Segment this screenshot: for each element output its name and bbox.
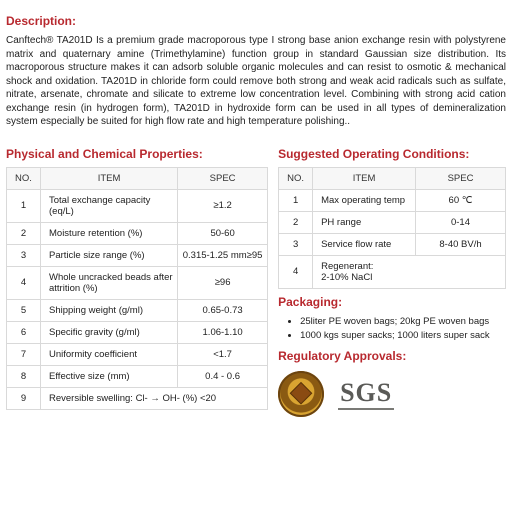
cell-no: 2 bbox=[7, 222, 41, 244]
left-column: Physical and Chemical Properties: NO. IT… bbox=[6, 141, 268, 418]
cell-spec: ≥1.2 bbox=[178, 189, 268, 222]
table-row: 1Max operating temp60 ℃ bbox=[279, 189, 506, 211]
cell-spec: 0-14 bbox=[416, 211, 506, 233]
table-row: 1Total exchange capacity (eq/L)≥1.2 bbox=[7, 189, 268, 222]
cell-spec: 0.4 - 0.6 bbox=[178, 365, 268, 387]
cell-item: Whole uncracked beads after attrition (%… bbox=[41, 266, 178, 299]
cell-no: 5 bbox=[7, 299, 41, 321]
regulatory-title: Regulatory Approvals: bbox=[278, 349, 506, 363]
cond-table: NO. ITEM SPEC 1Max operating temp60 ℃2PH… bbox=[278, 167, 506, 289]
props-table: NO. ITEM SPEC 1Total exchange capacity (… bbox=[6, 167, 268, 410]
cell-no: 7 bbox=[7, 343, 41, 365]
table-row: 2PH range0-14 bbox=[279, 211, 506, 233]
table-row: 7Uniformity coefficient<1.7 bbox=[7, 343, 268, 365]
cell-item: Max operating temp bbox=[313, 189, 416, 211]
packaging-list: 25liter PE woven bags; 20kg PE woven bag… bbox=[278, 315, 506, 344]
props-title: Physical and Chemical Properties: bbox=[6, 147, 268, 161]
table-row: 4Regenerant:2-10% NaCl bbox=[279, 255, 506, 288]
sgs-logo: SGS bbox=[338, 378, 394, 410]
cell-no: 2 bbox=[279, 211, 313, 233]
description-section: Description: Canftech® TA201D Is a premi… bbox=[6, 14, 506, 129]
table-row: 6Specific gravity (g/ml)1.06-1.10 bbox=[7, 321, 268, 343]
cell-no: 4 bbox=[7, 266, 41, 299]
cell-spec: 0.65-0.73 bbox=[178, 299, 268, 321]
cell-item: Shipping weight (g/ml) bbox=[41, 299, 178, 321]
table-row: 3Particle size range (%)0.315-1.25 mm≥95 bbox=[7, 244, 268, 266]
table-row: 9Reversible swelling: Cl- → OH- (%) <20 bbox=[7, 387, 268, 409]
list-item: 1000 kgs super sacks; 1000 liters super … bbox=[300, 329, 506, 343]
table-row: 5Shipping weight (g/ml)0.65-0.73 bbox=[7, 299, 268, 321]
table-row: 8Effective size (mm)0.4 - 0.6 bbox=[7, 365, 268, 387]
cell-no: 1 bbox=[7, 189, 41, 222]
description-text: Canftech® TA201D Is a premium grade macr… bbox=[6, 34, 506, 129]
props-th-spec: SPEC bbox=[178, 167, 268, 189]
cond-th-item: ITEM bbox=[313, 167, 416, 189]
cell-no: 4 bbox=[279, 255, 313, 288]
cell-no: 6 bbox=[7, 321, 41, 343]
cell-item: Total exchange capacity (eq/L) bbox=[41, 189, 178, 222]
cell-no: 3 bbox=[7, 244, 41, 266]
cell-item: Effective size (mm) bbox=[41, 365, 178, 387]
cell-no: 1 bbox=[279, 189, 313, 211]
cell-no: 8 bbox=[7, 365, 41, 387]
cell-spec: 0.315-1.25 mm≥95 bbox=[178, 244, 268, 266]
cell-item: Uniformity coefficient bbox=[41, 343, 178, 365]
cell-spec: <1.7 bbox=[178, 343, 268, 365]
cell-spec: 50-60 bbox=[178, 222, 268, 244]
cell-item: Service flow rate bbox=[313, 233, 416, 255]
props-th-no: NO. bbox=[7, 167, 41, 189]
list-item: 25liter PE woven bags; 20kg PE woven bag… bbox=[300, 315, 506, 329]
cell-no: 3 bbox=[279, 233, 313, 255]
cell-spec: ≥96 bbox=[178, 266, 268, 299]
cell-item: Regenerant:2-10% NaCl bbox=[313, 255, 506, 288]
cell-spec: 60 ℃ bbox=[416, 189, 506, 211]
cond-th-spec: SPEC bbox=[416, 167, 506, 189]
table-row: 4Whole uncracked beads after attrition (… bbox=[7, 266, 268, 299]
cell-spec: 1.06-1.10 bbox=[178, 321, 268, 343]
cell-item: Reversible swelling: Cl- → OH- (%) <20 bbox=[41, 387, 268, 409]
cell-spec: 8-40 BV/h bbox=[416, 233, 506, 255]
right-column: Suggested Operating Conditions: NO. ITEM… bbox=[278, 141, 506, 418]
cert-seal-icon bbox=[278, 371, 324, 417]
cond-th-no: NO. bbox=[279, 167, 313, 189]
regulatory-badges: SGS bbox=[278, 371, 506, 417]
packaging-title: Packaging: bbox=[278, 295, 506, 309]
description-title: Description: bbox=[6, 14, 506, 28]
cond-title: Suggested Operating Conditions: bbox=[278, 147, 506, 161]
table-row: 3Service flow rate8-40 BV/h bbox=[279, 233, 506, 255]
props-th-item: ITEM bbox=[41, 167, 178, 189]
cell-no: 9 bbox=[7, 387, 41, 409]
cell-item: Particle size range (%) bbox=[41, 244, 178, 266]
cell-item: Specific gravity (g/ml) bbox=[41, 321, 178, 343]
cell-item: PH range bbox=[313, 211, 416, 233]
table-row: 2Moisture retention (%)50-60 bbox=[7, 222, 268, 244]
content-columns: Physical and Chemical Properties: NO. IT… bbox=[6, 141, 506, 418]
cell-item: Moisture retention (%) bbox=[41, 222, 178, 244]
